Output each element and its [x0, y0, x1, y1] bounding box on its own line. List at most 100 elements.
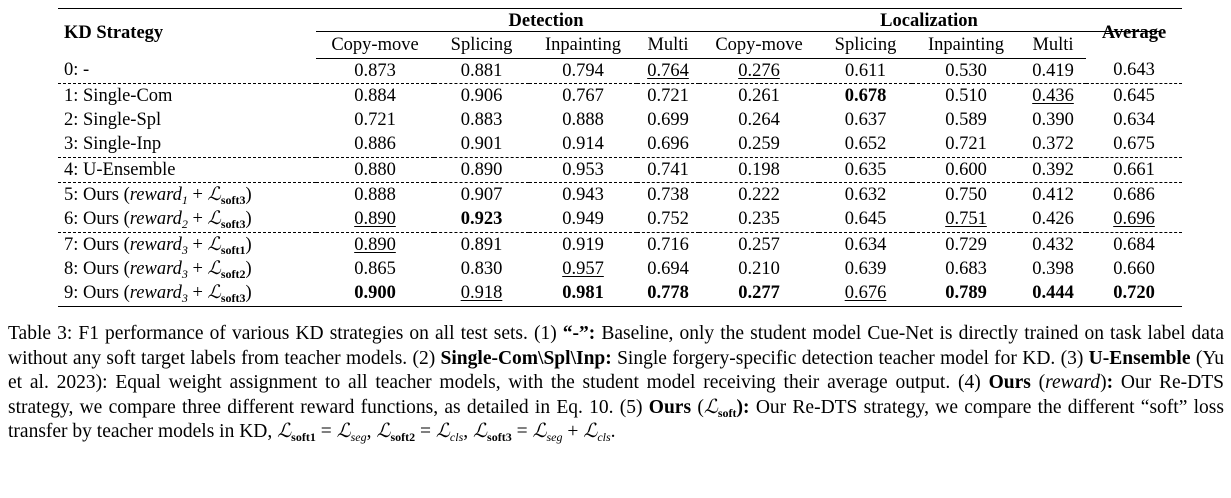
row-label: 1: Single-Com: [58, 82, 316, 109]
cell-value: 0.372: [1032, 134, 1074, 155]
cell-value: 0.890: [316, 231, 434, 257]
subheader-det-multi: Multi: [637, 33, 699, 59]
subheader-det-inpainting: Inpainting: [529, 33, 637, 59]
cell-value: 0.884: [316, 82, 434, 109]
cell-value: 0.906: [434, 82, 529, 109]
cell-value: 0.432: [1020, 231, 1086, 257]
cell-value: 0.901: [460, 134, 503, 155]
cell-value: 0.888: [562, 110, 604, 131]
cell-value: 0.645: [844, 209, 887, 230]
cell-value: 0.981: [529, 281, 637, 307]
cell-value: 0.949: [562, 209, 604, 230]
cell-value: 0.259: [738, 134, 780, 155]
table-row: 8: Ours (reward3 + ℒsoft2) 0.865 0.830 0.95…: [58, 257, 1182, 281]
row-label: 0: -: [64, 60, 90, 81]
table-row: 6: Ours (reward2 + ℒsoft3) 0.890 0.923 0.94…: [58, 207, 1182, 232]
results-table: KD Strategy Detection Localization Avera…: [58, 8, 1182, 307]
cell-value: 0.957: [562, 258, 604, 279]
cell-value: 0.886: [354, 134, 396, 155]
cell-value: 0.794: [562, 60, 604, 81]
cell-value: 0.890: [354, 209, 396, 230]
cell-value: 0.750: [912, 182, 1020, 208]
cell-value: 0.890: [434, 156, 529, 183]
cell-value: 0.412: [1020, 182, 1086, 208]
cell-value: 0.660: [1113, 258, 1155, 279]
table-row: 0: - 0.873 0.881 0.794 0.764 0.276 0.611 0.530 0…: [58, 58, 1182, 83]
cell-value: 0.264: [738, 110, 780, 131]
subheader-det-splicing: Splicing: [434, 33, 529, 59]
cell-value: 0.919: [529, 231, 637, 257]
table-row: 7: Ours (reward3 + ℒsoft1) 0.890 0.891 0.91…: [58, 231, 1182, 257]
cell-value: 0.764: [647, 60, 689, 81]
cell-value: 0.778: [637, 281, 699, 307]
cell-value: 0.918: [434, 281, 529, 307]
cell-value: 0.198: [699, 156, 819, 183]
row-label: 7: Ours (reward3 + ℒsoft1): [58, 231, 316, 257]
cell-value: 0.530: [945, 60, 987, 81]
cell-value: 0.789: [912, 281, 1020, 307]
cell-value: 0.720: [1086, 281, 1182, 307]
cell-value: 0.751: [945, 209, 987, 230]
row-label: 5: Ours (reward1 + ℒsoft3): [58, 182, 316, 208]
row-label: 9: Ours (reward3 + ℒsoft3): [58, 281, 316, 307]
cell-value: 0.741: [637, 156, 699, 183]
cell-value: 0.873: [354, 60, 396, 81]
table-row: 1: Single-Com 0.884 0.906 0.767 0.721 0.261 0.…: [58, 82, 1182, 109]
cell-value: 0.900: [316, 281, 434, 307]
cell-value: 0.883: [460, 110, 503, 131]
cell-value: 0.721: [354, 110, 396, 131]
cell-value: 0.277: [699, 281, 819, 307]
cell-value: 0.645: [1086, 82, 1182, 109]
table-row: 5: Ours (reward1 + ℒsoft3) 0.888 0.907 0.94…: [58, 182, 1182, 208]
cell-value: 0.398: [1032, 258, 1074, 279]
cell-value: 0.637: [844, 110, 887, 131]
cell-value: 0.652: [844, 134, 887, 155]
cell-value: 0.643: [1113, 60, 1155, 81]
header-localization: Localization: [699, 8, 1159, 34]
header-detection: Detection: [316, 8, 776, 34]
cell-value: 0.611: [845, 60, 886, 81]
cell-value: 0.923: [460, 209, 503, 230]
cell-value: 0.683: [945, 258, 987, 279]
cell-value: 0.694: [647, 258, 689, 279]
cell-value: 0.661: [1086, 156, 1182, 183]
cell-value: 0.721: [637, 82, 699, 109]
header-average: Average: [1086, 8, 1182, 59]
results-table-container: KD Strategy Detection Localization Avera…: [58, 8, 1182, 307]
cell-value: 0.738: [637, 182, 699, 208]
cell-value: 0.686: [1086, 182, 1182, 208]
table-row: 9: Ours (reward3 + ℒsoft3) 0.900 0.918 0.98…: [58, 281, 1182, 307]
cell-value: 0.684: [1086, 231, 1182, 257]
row-label: 3: Single-Inp: [64, 134, 162, 155]
row-label: 4: U-Ensemble: [58, 156, 316, 183]
cell-value: 0.222: [699, 182, 819, 208]
cell-value: 0.634: [819, 231, 912, 257]
cell-value: 0.436: [1020, 82, 1086, 109]
cell-value: 0.634: [1113, 110, 1155, 131]
cell-value: 0.699: [647, 110, 689, 131]
row-label: 6: Ours (reward2 + ℒsoft3): [64, 209, 252, 232]
cell-value: 0.676: [819, 281, 912, 307]
cell-value: 0.881: [460, 60, 503, 81]
subheader-det-copy-move: Copy-move: [316, 33, 434, 59]
row-label: 8: Ours (reward3 + ℒsoft2): [64, 258, 252, 281]
table-caption: Table 3: F1 performance of various KD st…: [8, 323, 1225, 444]
table-row: 3: Single-Inp 0.886 0.901 0.914 0.696 0.259 0.…: [58, 132, 1182, 157]
cell-value: 0.880: [316, 156, 434, 183]
cell-value: 0.510: [912, 82, 1020, 109]
cell-value: 0.716: [637, 231, 699, 257]
cell-value: 0.888: [316, 182, 434, 208]
table-row: 2: Single-Spl 0.721 0.883 0.888 0.699 0.264 0.…: [58, 108, 1182, 132]
cell-value: 0.589: [945, 110, 987, 131]
cell-value: 0.639: [844, 258, 887, 279]
cell-value: 0.891: [434, 231, 529, 257]
cell-value: 0.235: [738, 209, 780, 230]
cell-value: 0.830: [460, 258, 503, 279]
cell-value: 0.696: [647, 134, 689, 155]
subheader-loc-splicing: Splicing: [819, 33, 912, 59]
cell-value: 0.696: [1113, 209, 1155, 230]
cell-value: 0.675: [1113, 134, 1155, 155]
subheader-loc-multi: Multi: [1020, 33, 1086, 59]
cell-value: 0.914: [562, 134, 604, 155]
table-row: 4: U-Ensemble 0.880 0.890 0.953 0.741 0.198 0.…: [58, 156, 1182, 183]
